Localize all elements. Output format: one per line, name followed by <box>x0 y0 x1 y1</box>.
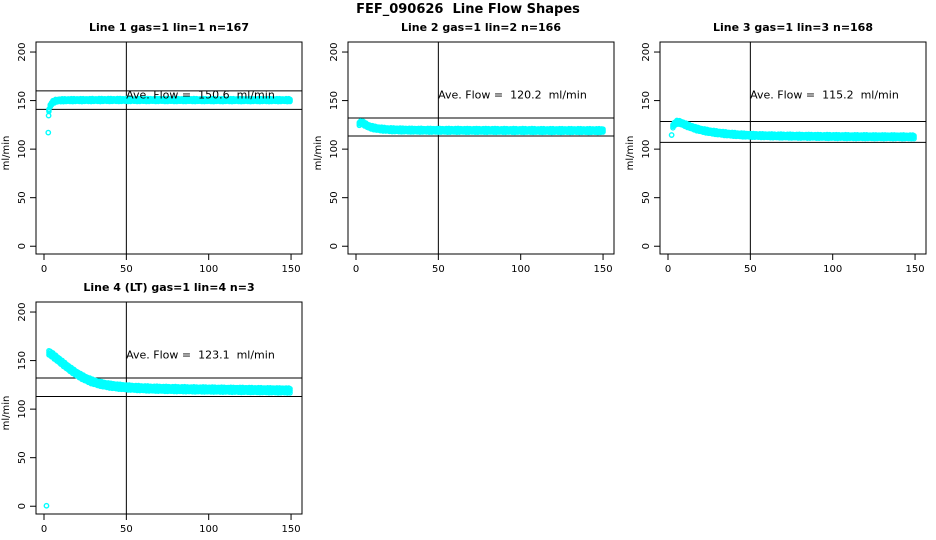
panel-4-title: Line 4 (LT) gas=1 lin=4 n=3 <box>83 281 255 294</box>
panel-2-plot: 0 50 100 150 200 0 50 100 150 ml/min Ave. Flow = 1… <box>313 41 615 275</box>
data-points <box>356 118 606 136</box>
x-tick-label: 0 <box>665 264 671 275</box>
panel-line-4: Line 4 (LT) gas=1 lin=4 n=3 0 50 100 150 200… <box>0 280 312 538</box>
panel-1-plot: 0 50 100 150 200 0 50 100 150 ml/min Ave. Flow = 1… <box>1 41 303 275</box>
x-tick-label: 50 <box>744 264 757 275</box>
x-tick-label: 150 <box>906 264 925 275</box>
y-tick-label: 200 <box>17 302 28 321</box>
x-tick-label: 100 <box>823 264 842 275</box>
data-point <box>287 388 293 394</box>
data-points <box>43 347 293 509</box>
data-point <box>287 390 293 396</box>
outlier-point <box>45 112 52 119</box>
y-tick-label: 150 <box>17 351 28 370</box>
y-tick-label: 0 <box>17 243 28 249</box>
x-tick-label: 150 <box>282 264 301 275</box>
data-point <box>600 129 606 135</box>
x-tick-label: 50 <box>120 264 133 275</box>
outlier-point <box>668 132 675 138</box>
ave-flow-annotation: Ave. Flow = 123.1 ml/min <box>126 349 275 362</box>
data-point <box>287 98 293 105</box>
y-tick-label: 200 <box>17 42 28 61</box>
ave-flow-annotation: Ave. Flow = 150.6 ml/min <box>126 89 275 102</box>
panel-1-title: Line 1 gas=1 lin=1 n=167 <box>88 21 249 34</box>
y-tick-label: 150 <box>329 91 340 110</box>
y-tick-label: 100 <box>329 140 340 159</box>
x-tick-label: 100 <box>511 264 530 275</box>
y-tick-label: 50 <box>17 451 28 464</box>
x-tick-label: 0 <box>41 264 47 275</box>
plot-frame <box>35 301 303 515</box>
main-title: FEF_090626 Line Flow Shapes <box>356 2 580 17</box>
ave-flow-annotation: Ave. Flow = 120.2 ml/min <box>438 89 587 102</box>
y-tick-label: 150 <box>17 91 28 110</box>
y-axis-label: ml/min <box>625 136 636 171</box>
outlier-point <box>45 129 52 136</box>
x-tick-label: 100 <box>199 264 218 275</box>
y-tick-label: 200 <box>641 42 652 61</box>
plot-frame <box>35 41 303 255</box>
y-tick-label: 50 <box>641 191 652 204</box>
plot-frame <box>347 41 615 255</box>
y-tick-label: 150 <box>641 91 652 110</box>
outlier-point <box>43 502 50 509</box>
x-tick-label: 100 <box>199 524 218 535</box>
x-tick-label: 0 <box>353 264 359 275</box>
ave-flow-annotation: Ave. Flow = 115.2 ml/min <box>750 89 899 102</box>
x-tick-label: 50 <box>432 264 445 275</box>
y-tick-label: 0 <box>329 243 340 249</box>
data-point <box>911 135 917 142</box>
x-tick-label: 50 <box>120 524 133 535</box>
y-tick-label: 200 <box>329 42 340 61</box>
y-tick-label: 0 <box>641 243 652 249</box>
x-tick-label: 150 <box>594 264 613 275</box>
y-tick-label: 100 <box>17 400 28 419</box>
panel-4-plot: 0 50 100 150 200 0 50 100 150 ml/min Ave. Flow = 1… <box>1 301 303 535</box>
plot-frame <box>659 41 927 255</box>
y-tick-label: 50 <box>17 191 28 204</box>
panel-line-3: Line 3 gas=1 lin=3 n=168 0 50 100 150 200 0 50… <box>624 20 936 278</box>
x-tick-label: 150 <box>282 524 301 535</box>
panel-2-title: Line 2 gas=1 lin=2 n=166 <box>400 21 561 34</box>
data-points <box>668 117 917 142</box>
panel-line-2: Line 2 gas=1 lin=2 n=166 0 50 100 150 200 0 50… <box>312 20 624 278</box>
panel-line-1: Line 1 gas=1 lin=1 n=167 0 50 100 150 200 0 50… <box>0 20 312 278</box>
y-axis-label: ml/min <box>1 136 12 171</box>
x-tick-label: 0 <box>41 524 47 535</box>
y-axis-label: ml/min <box>1 396 12 431</box>
y-tick-label: 0 <box>17 503 28 509</box>
y-tick-label: 100 <box>641 140 652 159</box>
y-axis-label: ml/min <box>313 136 324 171</box>
panel-3-plot: 0 50 100 150 200 0 50 100 150 ml/min Ave. Flow = 1… <box>625 41 927 275</box>
data-points <box>45 95 293 136</box>
panel-3-title: Line 3 gas=1 lin=3 n=168 <box>712 21 873 34</box>
y-tick-label: 50 <box>329 191 340 204</box>
y-tick-label: 100 <box>17 140 28 159</box>
